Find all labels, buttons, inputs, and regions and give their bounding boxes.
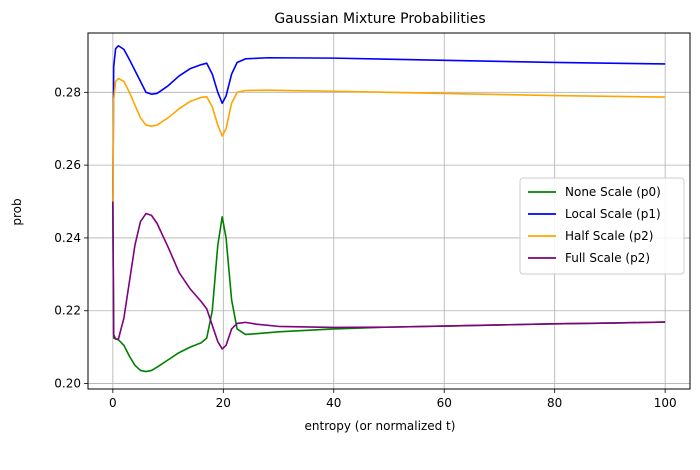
x-tick-label: 60 (437, 396, 452, 410)
legend-label-2: Half Scale (p2) (565, 229, 653, 243)
series-line-2 (112, 77, 666, 202)
y-tick-label: 0.28 (54, 85, 81, 99)
x-tick-label: 0 (109, 396, 117, 410)
axis-ticks: 0 20 40 60 80 100 0.20 0.22 0.24 0.26 0.28 (54, 85, 676, 410)
y-axis-label: prob (10, 198, 24, 225)
y-tick-label: 0.26 (54, 158, 81, 172)
legend-label-0: None Scale (p0) (565, 185, 661, 199)
x-tick-label: 20 (216, 396, 231, 410)
series-line-3 (112, 201, 666, 350)
x-tick-label: 40 (326, 396, 341, 410)
y-tick-label: 0.22 (54, 304, 81, 318)
legend-label-1: Local Scale (p1) (565, 207, 661, 221)
legend-box (519, 177, 685, 275)
x-tick-label: 100 (654, 396, 677, 410)
y-tick-label: 0.24 (54, 231, 81, 245)
series-line-1 (112, 44, 666, 202)
legend: None Scale (p0) Local Scale (p1) Half Scal… (519, 177, 685, 275)
legend-label-3: Full Scale (p2) (565, 251, 650, 265)
x-axis-label: entropy (or normalized t) (305, 419, 456, 433)
plot-frame (87, 32, 691, 390)
chart-title: Gaussian Mixture Probabilities (274, 11, 485, 27)
series-lines (112, 44, 666, 373)
y-tick-label: 0.20 (54, 377, 81, 391)
x-tick-label: 80 (547, 396, 562, 410)
